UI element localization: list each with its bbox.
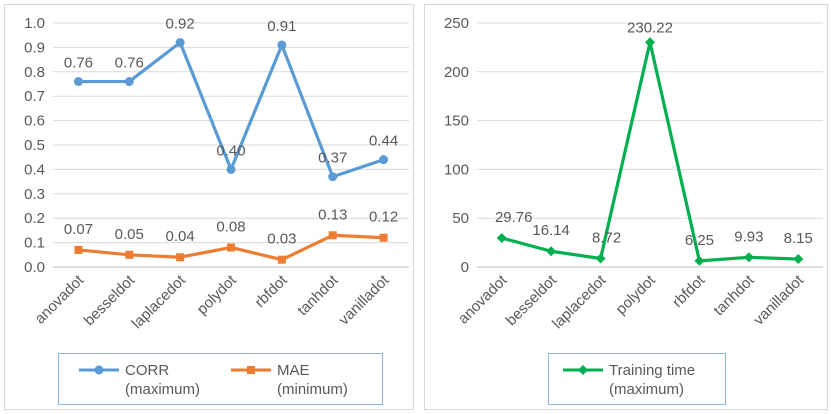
right-point-0 <box>496 232 507 243</box>
left-ytick-label: 0.9 <box>24 39 45 56</box>
right-ytick-label: 200 <box>444 64 469 81</box>
chart-left: 0.0 0.1 0.2 0.3 0.4 0.5 0.6 0.7 0.8 0.9 1.0 anovado… <box>4 4 414 410</box>
left-data-label: 0.76 <box>115 55 144 72</box>
legend-label-corr-line2: (maximum) <box>125 381 200 398</box>
legend-label-training-time-line2: (maximum) <box>609 381 684 398</box>
left-point-1 <box>328 231 337 240</box>
left-ytick-label: 0.4 <box>24 161 45 178</box>
left-data-label: 0.07 <box>64 221 93 238</box>
right-ytick-label: 100 <box>444 161 469 178</box>
left-data-label: 0.91 <box>267 18 296 35</box>
right-point-0 <box>793 254 804 265</box>
right-ytick-label: 50 <box>452 210 469 227</box>
left-xtick-label: vanilladot <box>336 271 393 328</box>
left-ytick-label: 1.0 <box>24 15 45 32</box>
left-data-label: 0.03 <box>267 231 296 248</box>
legend-marker-training-time <box>563 365 603 375</box>
left-point-0 <box>73 77 83 87</box>
left-data-label: 0.08 <box>216 218 245 235</box>
legend-marker-corr <box>79 365 119 375</box>
left-point-1 <box>277 255 286 264</box>
right-data-label: 230.22 <box>627 19 673 36</box>
right-data-label: 8.72 <box>592 229 621 246</box>
left-point-0 <box>379 155 389 165</box>
left-point-0 <box>124 77 134 87</box>
right-data-label: 6.25 <box>685 232 714 249</box>
right-xtick-label: anovadot <box>455 271 511 327</box>
right-point-0 <box>595 253 606 264</box>
right-data-label: 29.76 <box>495 209 533 226</box>
legend-left: CORR (maximum) MAE (minimum) <box>58 353 383 405</box>
right-xtick-label: polydot <box>613 271 660 318</box>
right-xtick-label: laplacedot <box>549 271 610 332</box>
legend-label-mae-line2: (minimum) <box>277 381 348 398</box>
right-point-0 <box>546 246 557 257</box>
left-ytick-label: 0.1 <box>24 235 45 252</box>
left-data-label: 0.05 <box>115 226 144 243</box>
left-data-label: 0.04 <box>166 228 195 245</box>
left-data-label: 0.37 <box>318 150 347 167</box>
right-data-label: 8.15 <box>784 230 813 247</box>
left-ytick-label: 0.6 <box>24 113 45 130</box>
left-point-1 <box>125 250 134 259</box>
left-data-label: 0.40 <box>216 142 245 159</box>
right-xtick-label: vanilladot <box>750 271 807 328</box>
left-ytick-label: 0.3 <box>24 186 45 203</box>
right-ytick-label: 0 <box>461 259 469 276</box>
legend-label-corr-line1: CORR <box>125 362 170 379</box>
right-point-0 <box>694 255 705 266</box>
chart-right: 0 50 100 150 200 250 anovadot besseldot laplaced… <box>424 4 828 410</box>
chart-right-svg: 050100150200250anovadotbesseldotlaplaced… <box>444 15 823 332</box>
left-ytick-label: 0.5 <box>24 137 45 154</box>
left-point-1 <box>227 243 235 252</box>
legend-right: Training time (maximum) <box>548 353 726 405</box>
left-point-1 <box>176 253 185 262</box>
left-point-0 <box>226 164 236 174</box>
right-data-label: 9.93 <box>734 228 763 245</box>
right-ytick-label: 150 <box>444 113 469 130</box>
right-xtick-label: rbfdot <box>669 271 709 311</box>
left-xtick-label: laplacedot <box>129 271 190 332</box>
left-ytick-label: 0.8 <box>24 64 45 81</box>
right-data-label: 16.14 <box>532 222 570 239</box>
right-xtick-label: tanhdot <box>710 271 758 319</box>
left-ytick-label: 0.2 <box>24 210 45 227</box>
legend-label-mae-line1: MAE <box>277 362 310 379</box>
left-point-1 <box>379 233 388 242</box>
right-point-0 <box>743 252 754 263</box>
chart-left-svg: 0.0 0.1 0.2 0.3 0.4 0.5 0.6 0.7 0.8 0.9 1.0 anovado… <box>24 15 409 332</box>
left-point-0 <box>277 40 287 50</box>
left-data-label: 0.44 <box>369 133 398 150</box>
left-xtick-label: tanhdot <box>294 271 342 319</box>
legend-label-training-time-line1: Training time <box>609 362 696 379</box>
left-xtick-label: polydot <box>194 271 241 318</box>
left-point-0 <box>175 38 185 48</box>
right-point-0 <box>645 37 655 48</box>
right-ytick-label: 250 <box>444 15 469 32</box>
left-ytick-label: 0.7 <box>24 88 45 105</box>
left-xtick-label: anovadot <box>32 271 88 327</box>
left-ytick-label: 0.0 <box>24 259 45 276</box>
left-data-label: 0.13 <box>318 206 347 223</box>
left-point-1 <box>74 245 83 254</box>
left-data-label: 0.12 <box>369 209 398 226</box>
left-point-0 <box>328 172 338 182</box>
legend-marker-mae <box>231 366 271 374</box>
left-xtick-label: rbfdot <box>252 271 292 311</box>
left-data-label: 0.76 <box>64 55 93 72</box>
left-data-label: 0.92 <box>166 16 195 33</box>
